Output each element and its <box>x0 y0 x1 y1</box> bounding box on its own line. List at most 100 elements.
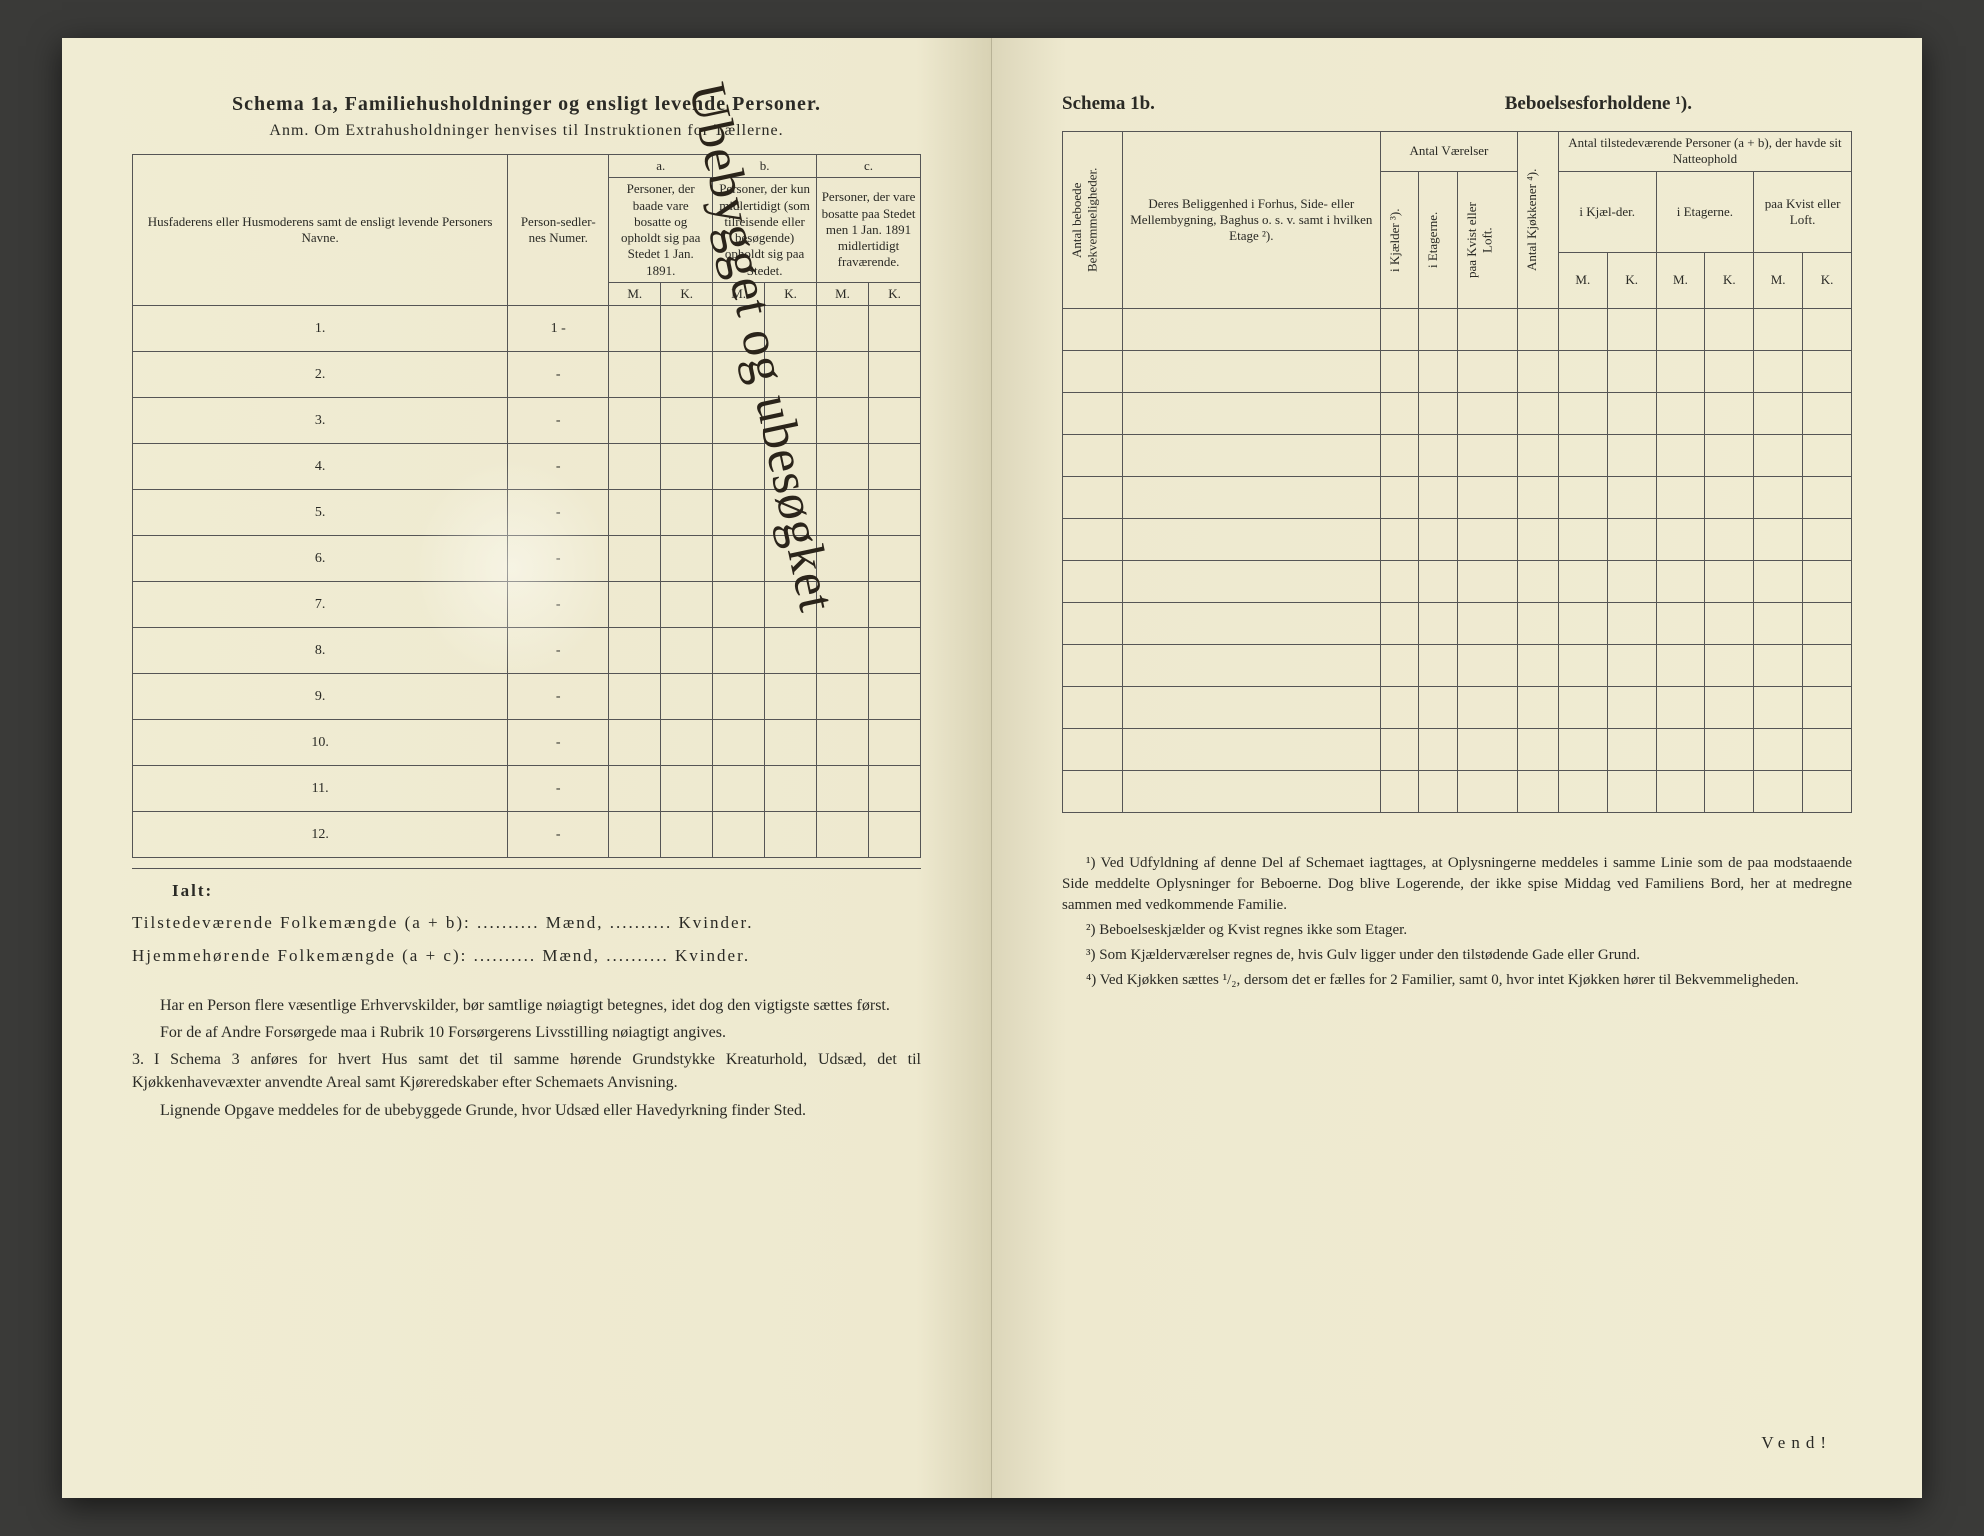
empty-cell <box>713 444 765 490</box>
table-row <box>1063 351 1852 393</box>
r-m3: M. <box>1754 253 1803 309</box>
left-page: Schema 1a, Familiehusholdninger og ensli… <box>62 38 992 1498</box>
empty-cell <box>1607 393 1656 435</box>
empty-cell <box>1705 435 1754 477</box>
empty-cell <box>1458 771 1518 813</box>
empty-cell <box>765 628 817 674</box>
empty-cell <box>817 398 869 444</box>
person-number-cell: - <box>508 398 609 444</box>
left-title: Schema 1a, Familiehusholdninger og ensli… <box>132 93 921 116</box>
person-number-cell: 1 - <box>508 306 609 352</box>
r-m2: M. <box>1656 253 1705 309</box>
table-row: 3.- <box>133 398 921 444</box>
empty-cell <box>1705 393 1754 435</box>
empty-cell <box>1803 393 1852 435</box>
empty-cell <box>869 674 921 720</box>
sub-etagerne: i Etagerne. <box>1656 171 1754 253</box>
total-line-2: Hjemmehørende Folkemængde (a + c): .....… <box>132 940 921 972</box>
empty-cell <box>1705 771 1754 813</box>
empty-cell <box>1518 351 1559 393</box>
table-row: 6.- <box>133 536 921 582</box>
empty-cell <box>1558 645 1607 687</box>
empty-cell <box>609 490 661 536</box>
empty-cell <box>609 628 661 674</box>
footnotes: ¹) Ved Udfyldning af denne Del af Schema… <box>1062 853 1852 991</box>
empty-cell <box>1063 435 1123 477</box>
empty-cell <box>1803 687 1852 729</box>
empty-cell <box>869 306 921 352</box>
empty-cell <box>1803 351 1852 393</box>
empty-cell <box>1458 729 1518 771</box>
empty-cell <box>1380 561 1419 603</box>
empty-cell <box>869 812 921 858</box>
empty-cell <box>713 674 765 720</box>
group-c-text: Personer, der vare bosatte paa Stedet me… <box>817 178 921 283</box>
grp-tilstede: Antal tilstedeværende Personer (a + b), … <box>1558 132 1851 172</box>
footnote-3: ³) Som Kjælderværelser regnes de, hvis G… <box>1062 945 1852 966</box>
empty-cell <box>609 674 661 720</box>
empty-cell <box>661 306 713 352</box>
empty-cell <box>609 352 661 398</box>
empty-cell <box>713 352 765 398</box>
empty-cell <box>661 720 713 766</box>
row-number: 11. <box>133 766 508 812</box>
empty-cell <box>609 444 661 490</box>
empty-cell <box>1558 351 1607 393</box>
empty-cell <box>1705 645 1754 687</box>
empty-cell <box>661 536 713 582</box>
col-b-m: M. <box>713 282 765 305</box>
footnote-2: ²) Beboelseskjælder og Kvist regnes ikke… <box>1062 920 1852 941</box>
empty-cell <box>1558 393 1607 435</box>
empty-cell <box>1607 561 1656 603</box>
empty-cell <box>1558 309 1607 351</box>
empty-cell <box>1122 771 1380 813</box>
table-row <box>1063 687 1852 729</box>
para-3-num: 3. <box>132 1051 144 1068</box>
row-number: 4. <box>133 444 508 490</box>
empty-cell <box>1656 435 1705 477</box>
empty-cell <box>1518 645 1559 687</box>
empty-cell <box>661 444 713 490</box>
sub-kvist: paa Kvist eller Loft. <box>1754 171 1852 253</box>
r-k3: K. <box>1803 253 1852 309</box>
para-3-text: I Schema 3 anføres for hvert Hus samt de… <box>132 1051 921 1091</box>
empty-cell <box>765 674 817 720</box>
col-kjaelder: i Kjælder ³). <box>1385 185 1405 295</box>
table-row <box>1063 645 1852 687</box>
empty-cell <box>661 628 713 674</box>
empty-cell <box>1419 477 1458 519</box>
empty-cell <box>713 398 765 444</box>
empty-cell <box>1063 561 1123 603</box>
col-c-m: M. <box>817 282 869 305</box>
empty-cell <box>713 582 765 628</box>
table-row: 10.- <box>133 720 921 766</box>
empty-cell <box>661 766 713 812</box>
table-row <box>1063 393 1852 435</box>
empty-cell <box>765 444 817 490</box>
empty-cell <box>1458 603 1518 645</box>
person-number-cell: - <box>508 490 609 536</box>
empty-cell <box>1754 603 1803 645</box>
row-number: 7. <box>133 582 508 628</box>
empty-cell <box>713 628 765 674</box>
empty-cell <box>1803 771 1852 813</box>
table-row <box>1063 729 1852 771</box>
col-b-k: K. <box>765 282 817 305</box>
para-1: Har en Person flere væsentlige Erhvervsk… <box>132 994 921 1017</box>
empty-cell <box>817 582 869 628</box>
row-number: 3. <box>133 398 508 444</box>
empty-cell <box>817 444 869 490</box>
empty-cell <box>609 582 661 628</box>
empty-cell <box>1458 435 1518 477</box>
empty-cell <box>1518 771 1559 813</box>
empty-cell <box>1518 729 1559 771</box>
empty-cell <box>869 628 921 674</box>
footnote-4: ⁴) Ved Kjøkken sættes ¹/₂, dersom det er… <box>1062 970 1852 991</box>
table-row <box>1063 435 1852 477</box>
empty-cell <box>1558 519 1607 561</box>
person-number-cell: - <box>508 536 609 582</box>
empty-cell <box>1754 687 1803 729</box>
empty-cell <box>869 398 921 444</box>
empty-cell <box>1063 603 1123 645</box>
col-a-m: M. <box>609 282 661 305</box>
